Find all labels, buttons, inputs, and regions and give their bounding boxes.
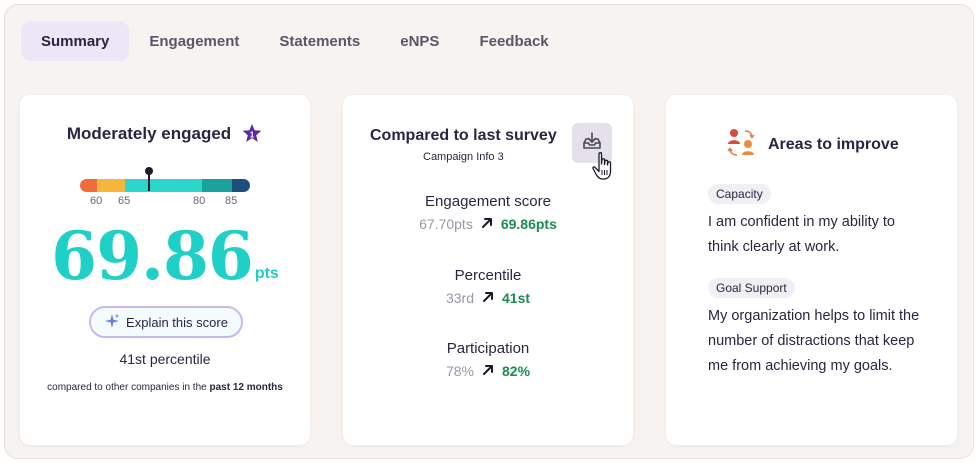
gauge-segment [232, 179, 250, 192]
category-tag: Capacity [708, 184, 771, 204]
statement-text: My organization helps to limit the numbe… [708, 308, 920, 374]
trend-up-arrow-icon [482, 363, 494, 379]
comparison-note-prefix: compared to other companies in the [47, 382, 210, 393]
engagement-level-title: Moderately engaged [66, 124, 232, 143]
gauge-segment [202, 179, 232, 192]
star-badge-icon: 1 [241, 123, 263, 145]
download-tray-icon [581, 130, 603, 157]
percentile-text: 41st percentile [119, 351, 211, 367]
trend-up-arrow-icon [482, 290, 494, 306]
download-button[interactable] [572, 123, 612, 163]
campaign-subtitle: Campaign Info 3 [423, 151, 504, 163]
engagement-score-metric: Engagement score 67.70pts 69.86pts [343, 193, 633, 232]
gauge-segment [125, 179, 202, 192]
score-display: 69.86 pts [20, 223, 310, 289]
summary-panel: Summary Engagement Statements eNPS Feedb… [4, 4, 974, 459]
metric-values: 78% 82% [343, 363, 633, 379]
category-tag: Goal Support [708, 278, 795, 298]
gauge-segment [97, 179, 125, 192]
statement-text: I am confident in my ability to think cl… [708, 214, 895, 255]
current-value: 41st [502, 290, 531, 306]
comparison-note: compared to other companies in the past … [20, 382, 310, 393]
previous-value: 33rd [445, 290, 474, 306]
current-value: 69.86pts [500, 216, 557, 232]
engagement-score-value: 69.86 [51, 217, 254, 295]
gauge-score-marker [145, 167, 153, 191]
tab-bar: Summary Engagement Statements eNPS Feedb… [21, 21, 569, 61]
trend-up-arrow-icon [481, 216, 493, 232]
previous-value: 67.70pts [419, 216, 473, 232]
participation-metric: Participation 78% 82% [343, 340, 633, 379]
areas-to-improve-header: Areas to improve [724, 125, 899, 164]
engagement-gauge: 60 65 80 85 [80, 167, 250, 235]
comparison-title: Compared to last survey [370, 127, 557, 144]
percentile-metric: Percentile 33rd 41st [343, 267, 633, 306]
people-exchange-icon [724, 125, 758, 164]
pointer-hand-icon [591, 151, 617, 183]
engagement-title-row: Moderately engaged 1 [20, 123, 310, 145]
metric-values: 67.70pts 69.86pts [343, 216, 633, 232]
sparkle-icon [104, 313, 120, 332]
gauge-tick-label: 85 [225, 195, 238, 207]
svg-text:1: 1 [250, 131, 255, 140]
gauge-tick-label: 65 [118, 195, 131, 207]
areas-to-improve-card: Areas to improve Capacity I am confident… [666, 95, 957, 445]
explain-score-label: Explain this score [126, 314, 228, 330]
areas-to-improve-title: Areas to improve [768, 135, 899, 153]
gauge-tick-label: 80 [193, 195, 206, 207]
comparison-note-period: past 12 months [209, 382, 283, 393]
tab-statements[interactable]: Statements [279, 32, 361, 50]
metric-label: Participation [446, 340, 530, 357]
tab-summary[interactable]: Summary [21, 21, 130, 61]
metric-label: Engagement score [425, 193, 551, 210]
current-value: 82% [502, 363, 531, 379]
comparison-card: Compared to last survey Campaign Info 3 … [343, 95, 633, 445]
metric-values: 33rd 41st [343, 290, 633, 306]
explain-score-button[interactable]: Explain this score [89, 306, 243, 338]
tab-enps[interactable]: eNPS [400, 32, 440, 50]
gauge-bar [80, 179, 250, 192]
score-unit: pts [254, 265, 279, 282]
tab-feedback[interactable]: Feedback [479, 32, 549, 50]
engagement-score-card: Moderately engaged 1 60 65 80 85 [20, 95, 310, 445]
tab-engagement[interactable]: Engagement [149, 32, 240, 50]
gauge-segment [80, 179, 97, 192]
gauge-tick-label: 60 [90, 195, 103, 207]
metric-label: Percentile [454, 267, 522, 284]
previous-value: 78% [445, 363, 474, 379]
